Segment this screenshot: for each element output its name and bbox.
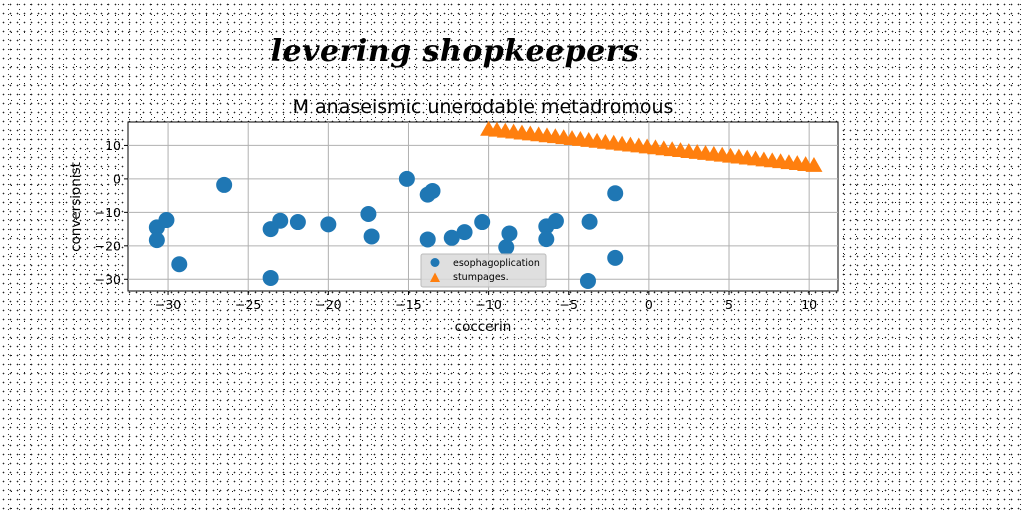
data-point-stumpages — [805, 157, 823, 172]
y-tick-label: −20 — [95, 238, 121, 253]
data-point-esophagoplication — [579, 272, 596, 289]
data-point-esophagoplication — [607, 249, 624, 266]
x-tick-label: −30 — [155, 297, 181, 312]
y-tick-label: 0 — [113, 171, 121, 186]
data-point-esophagoplication — [547, 213, 564, 230]
data-point-esophagoplication — [363, 228, 380, 245]
y-axis-label: conversionist — [68, 162, 84, 252]
data-point-esophagoplication — [360, 206, 377, 223]
data-point-esophagoplication — [456, 224, 473, 241]
data-point-esophagoplication — [262, 269, 279, 286]
x-tick-label: −15 — [395, 297, 421, 312]
axis-ticks: −30 −25 −20 −15 −10 −5 0 5 10 10 0 −10 −20 −30 — [95, 138, 818, 312]
data-point-esophagoplication — [538, 231, 555, 248]
data-point-esophagoplication — [498, 239, 515, 256]
plot-frame — [127, 121, 839, 292]
data-point-esophagoplication — [158, 212, 175, 229]
x-tick-label: 10 — [801, 297, 817, 312]
data-point-esophagoplication — [443, 229, 460, 246]
legend-marker-esophagoplication — [430, 258, 440, 267]
legend-label-esophagoplication: esophagoplication — [453, 258, 540, 269]
y-tick-label: 10 — [105, 138, 121, 153]
x-tick-label: 0 — [645, 297, 653, 312]
y-tick-label: −30 — [95, 272, 121, 287]
data-points — [148, 120, 823, 289]
legend-marker-stumpages — [430, 272, 440, 282]
x-tick-label: −25 — [235, 297, 261, 312]
data-point-esophagoplication — [607, 185, 624, 202]
y-tick-label: −10 — [95, 205, 121, 220]
x-tick-label: 5 — [725, 297, 733, 312]
data-point-esophagoplication — [398, 170, 415, 187]
data-point-esophagoplication — [419, 231, 436, 248]
data-point-esophagoplication — [474, 214, 491, 231]
x-tick-label: −10 — [475, 297, 501, 312]
legend: esophagoplication stumpages. — [420, 253, 547, 288]
data-point-esophagoplication — [424, 182, 441, 199]
data-point-esophagoplication — [171, 256, 188, 273]
x-tick-label: −5 — [560, 297, 578, 312]
data-point-esophagoplication — [272, 212, 289, 229]
chart-title: M anaseismic unerodable metadromous — [293, 96, 674, 118]
data-point-esophagoplication — [581, 213, 598, 230]
x-axis-label: coccerin — [455, 319, 512, 335]
data-point-esophagoplication — [216, 176, 233, 193]
data-point-esophagoplication — [289, 214, 306, 231]
data-point-esophagoplication — [148, 232, 165, 249]
x-tick-label: −20 — [315, 297, 341, 312]
page-title: levering shopkeepers — [270, 34, 640, 69]
data-point-esophagoplication — [320, 216, 337, 233]
legend-label-stumpages: stumpages. — [453, 272, 509, 283]
legend-box — [420, 253, 547, 288]
data-point-esophagoplication — [501, 225, 518, 242]
